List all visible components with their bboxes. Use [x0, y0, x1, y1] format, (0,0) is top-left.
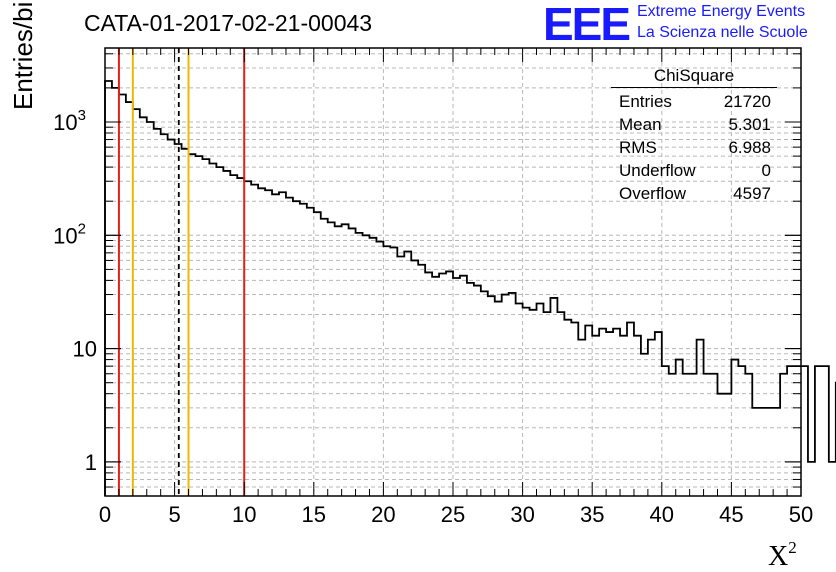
stats-row-entries: Entries 21720 — [611, 90, 777, 113]
y-tick-label: 103 — [53, 107, 86, 135]
stats-row-rms: RMS 6.988 — [611, 136, 777, 159]
x-tick-label: 40 — [650, 502, 674, 527]
stats-value: 5.301 — [728, 115, 771, 134]
stats-label: RMS — [619, 138, 657, 157]
stats-value: 6.988 — [728, 138, 771, 157]
y-tick-label: 10 — [73, 337, 97, 362]
stats-value: 0 — [761, 161, 771, 180]
y-axis-label: Entries/bin — [8, 0, 38, 110]
stats-title: ChiSquare — [611, 66, 777, 88]
x-tick-label: 15 — [302, 502, 326, 527]
chart-title: CATA-01-2017-02-21-00043 — [84, 10, 373, 36]
x-tick-label: 0 — [99, 502, 111, 527]
eee-logo: EEE — [543, 0, 631, 50]
y-axis: 1 10 102 103 — [53, 53, 801, 488]
stats-label: Overflow — [619, 184, 687, 203]
x-axis: 0 5 10 15 20 25 30 35 40 45 50 — [99, 48, 813, 527]
y-tick-label: 1 — [85, 450, 97, 475]
x-tick-label: 20 — [371, 502, 395, 527]
x-axis-label: X2 — [768, 538, 797, 572]
grid — [105, 48, 801, 496]
x-tick-label: 50 — [789, 502, 813, 527]
stats-label: Entries — [619, 92, 672, 111]
stats-value: 4597 — [733, 184, 771, 203]
stats-box: ChiSquare Entries 21720 Mean 5.301 RMS 6… — [611, 66, 777, 205]
logo-line-1: Extreme Energy Events — [637, 3, 806, 20]
x-tick-label: 45 — [719, 502, 743, 527]
stats-row-overflow: Overflow 4597 — [611, 182, 777, 205]
stats-row-mean: Mean 5.301 — [611, 113, 777, 136]
stats-value: 21720 — [723, 92, 771, 111]
histogram-series — [104, 80, 836, 496]
x-tick-label: 5 — [168, 502, 180, 527]
stats-label: Mean — [619, 115, 662, 134]
y-tick-label: 102 — [53, 220, 86, 248]
x-tick-label: 35 — [580, 502, 604, 527]
x-tick-label: 25 — [441, 502, 465, 527]
x-tick-label: 10 — [232, 502, 256, 527]
logo-line-2: La Scienza nelle Scuole — [637, 24, 808, 41]
stats-row-underflow: Underflow 0 — [611, 159, 777, 182]
stats-label: Underflow — [619, 161, 696, 180]
x-tick-label: 30 — [510, 502, 534, 527]
